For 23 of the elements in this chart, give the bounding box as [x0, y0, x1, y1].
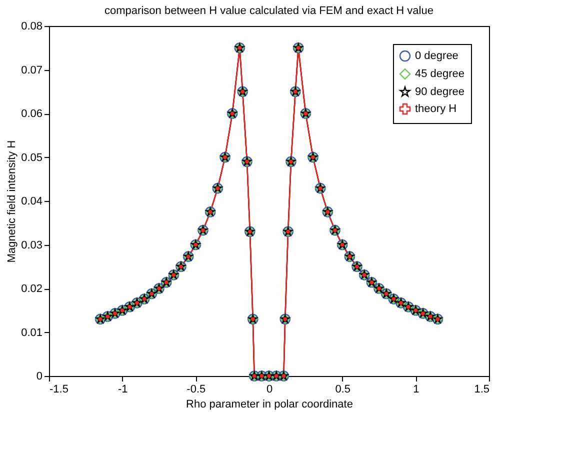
y-axis-title: Magnetic field intensity H — [6, 140, 18, 263]
legend-label: theory H — [415, 103, 457, 115]
x-tick-label: 1.5 — [474, 384, 490, 396]
x-tick-label: 0 — [266, 384, 273, 396]
legend-label: 45 degree — [415, 68, 465, 80]
x-tick-label: -1 — [118, 384, 128, 396]
y-tick-label: 0.03 — [21, 239, 42, 252]
x-tick-label: 1 — [413, 384, 420, 396]
x-tick-label: -0.5 — [186, 384, 206, 396]
y-tick-label: 0.08 — [21, 20, 42, 32]
x-tick-label: 0.5 — [335, 384, 350, 396]
y-tick-label: 0.07 — [21, 64, 42, 76]
y-tick-label: 0.02 — [21, 283, 42, 295]
legend-label: 0 degree — [415, 50, 458, 62]
y-tick-label: 0.01 — [21, 326, 42, 339]
chart-title: comparison between H value calculated via FEM and exact H value — [104, 5, 434, 17]
y-tick-label: 0 — [36, 370, 42, 382]
y-tick-label: 0.04 — [21, 196, 42, 208]
x-axis-title: Rho parameter in polar coordinate — [186, 398, 353, 410]
legend-label: 90 degree — [415, 86, 465, 98]
y-tick-label: 0.05 — [21, 152, 42, 164]
x-tick-label: -1.5 — [50, 384, 68, 396]
y-tick-label: 0.06 — [21, 108, 42, 120]
